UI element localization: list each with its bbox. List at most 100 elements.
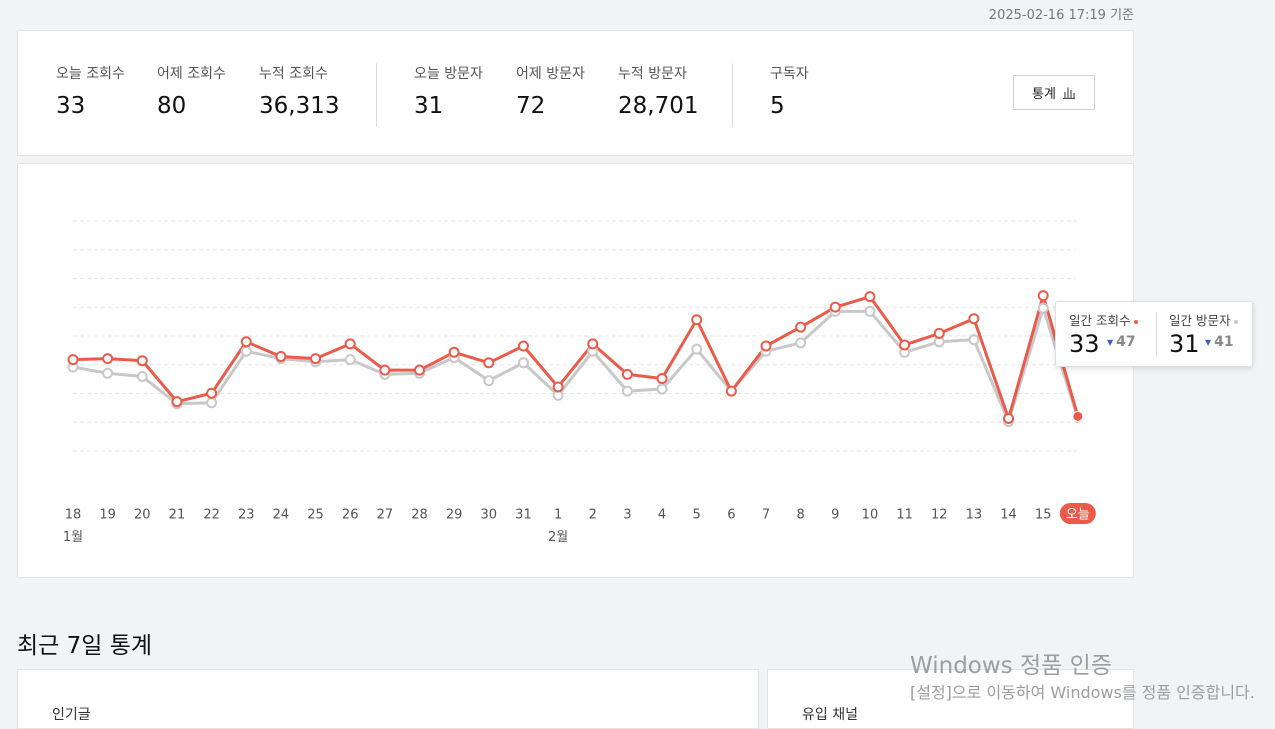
tooltip-divider <box>1156 312 1157 358</box>
stat-label: 구독자 <box>770 66 809 82</box>
visitors-point <box>621 385 633 397</box>
x-tick-label: 19 <box>99 508 116 523</box>
section-title: 최근 7일 통계 <box>17 633 153 659</box>
x-tick-label: 9 <box>831 508 839 523</box>
visitors-line <box>72 306 1080 424</box>
views-point <box>240 336 252 348</box>
x-tick-label: 20 <box>134 508 151 523</box>
visitors-point <box>240 345 252 357</box>
visitors-point <box>517 357 529 369</box>
tooltip-visitors-delta: ▼ 41 <box>1205 334 1234 350</box>
views-point <box>483 357 495 369</box>
visitors-point <box>483 375 495 387</box>
stats-button[interactable]: 통계 <box>1013 75 1095 110</box>
stat-value: 36,313 <box>259 93 340 119</box>
x-tick-label: 28 <box>411 508 428 523</box>
chart-tooltip: 일간 조회수 33 ▼ 47 일간 방문자 31 ▼ 41 <box>1055 301 1253 367</box>
visitors-point <box>1037 302 1049 314</box>
views-point <box>933 327 945 339</box>
views-point <box>275 351 287 362</box>
views-point <box>517 340 529 352</box>
x-tick-label: 2 <box>589 508 597 523</box>
visitors-point <box>656 383 668 395</box>
summary-card: 오늘 조회수 33 어제 조회수 80 누적 조회수 36,313 오늘 방문자… <box>17 30 1134 156</box>
month-label: 1월 <box>63 530 83 545</box>
x-tick-label: 13 <box>966 508 983 523</box>
x-tick-label: 8 <box>797 508 805 523</box>
popular-posts-card: 인기글 <box>17 669 759 729</box>
tooltip-views-value: 33 <box>1069 330 1100 358</box>
month-label: 2월 <box>548 530 568 545</box>
x-tick-label: 5 <box>693 508 701 523</box>
views-point <box>587 338 599 350</box>
stat-label: 누적 조회수 <box>259 66 328 82</box>
x-tick-label: 7 <box>762 508 770 523</box>
down-arrow-icon: ▼ <box>1107 337 1114 347</box>
x-tick-label: 4 <box>658 508 666 523</box>
x-tick-label: 오늘 <box>1066 508 1090 523</box>
divider <box>376 63 377 127</box>
series-dot <box>1234 319 1239 324</box>
tooltip-visitors-label: 일간 방문자 <box>1169 313 1231 328</box>
stats-button-label: 통계 <box>1032 87 1056 102</box>
views-point <box>621 368 633 380</box>
series-dot <box>1134 319 1139 324</box>
tooltip-visitors: 일간 방문자 31 ▼ 41 <box>1169 310 1239 358</box>
x-tick-label: 12 <box>931 508 948 523</box>
views-point <box>691 314 703 326</box>
tooltip-views: 일간 조회수 33 ▼ 47 <box>1069 310 1139 358</box>
stat-value: 80 <box>157 93 187 119</box>
views-point <box>414 364 425 376</box>
views-point <box>968 313 980 325</box>
visitors-point <box>102 367 114 379</box>
stat-label: 오늘 방문자 <box>414 66 483 82</box>
views-point <box>1037 290 1049 302</box>
visitors-point <box>136 370 148 382</box>
stat-label: 오늘 조회수 <box>56 66 125 82</box>
stat-value: 28,701 <box>618 93 699 119</box>
tooltip-views-label: 일간 조회수 <box>1069 313 1131 328</box>
tooltip-views-delta-value: 47 <box>1116 334 1136 350</box>
tooltip-visitors-delta-value: 41 <box>1214 334 1234 350</box>
bar-chart-icon <box>1062 87 1075 99</box>
x-tick-label: 11 <box>896 508 913 523</box>
divider <box>732 63 733 127</box>
x-tick-label: 30 <box>481 508 498 523</box>
x-tick-label: 25 <box>307 508 324 523</box>
views-line <box>72 294 1080 420</box>
daily-chart: 18 19 20 21 22 23 24 25 26 27 28 29 30 31 1 2 3 4 5 6 7 8 9 10 1… <box>63 220 1096 545</box>
views-point <box>206 387 218 399</box>
windows-activation-title: Windows 정품 인증 <box>910 653 1112 679</box>
views-point <box>552 381 564 393</box>
stat-label: 어제 방문자 <box>516 66 585 82</box>
x-tick-label: 10 <box>862 508 879 523</box>
tooltip-visitors-value: 31 <box>1169 330 1200 358</box>
views-point <box>1003 412 1015 424</box>
inflow-channel-label: 유입 채널 <box>802 707 858 723</box>
x-tick-label: 27 <box>377 508 394 523</box>
popular-posts-label: 인기글 <box>52 707 91 723</box>
views-point <box>344 338 356 350</box>
views-point <box>760 340 772 352</box>
visitors-point <box>795 337 807 349</box>
x-tick-label: 24 <box>273 508 290 523</box>
views-point <box>379 364 391 376</box>
timestamp: 2025-02-16 17:19 기준 <box>988 8 1134 23</box>
views-point <box>899 339 911 351</box>
visitors-point <box>344 354 356 366</box>
views-point <box>171 396 183 408</box>
visitors-point <box>968 334 980 346</box>
today-badge <box>1059 503 1096 524</box>
x-tick-label: 22 <box>203 508 220 523</box>
x-tick-label: 18 <box>65 508 82 523</box>
views-point <box>310 353 322 365</box>
visitors-point <box>864 305 876 317</box>
views-point <box>725 385 737 397</box>
views-point <box>67 354 79 366</box>
stat-label: 누적 방문자 <box>618 66 687 82</box>
x-tick-label: 26 <box>342 508 359 523</box>
chart-card: 18 19 20 21 22 23 24 25 26 27 28 29 30 31 1 2 3 4 5 6 7 8 9 10 1… <box>17 163 1134 578</box>
views-point <box>864 291 876 303</box>
stat-value: 5 <box>770 93 785 119</box>
stat-value: 72 <box>516 93 546 119</box>
